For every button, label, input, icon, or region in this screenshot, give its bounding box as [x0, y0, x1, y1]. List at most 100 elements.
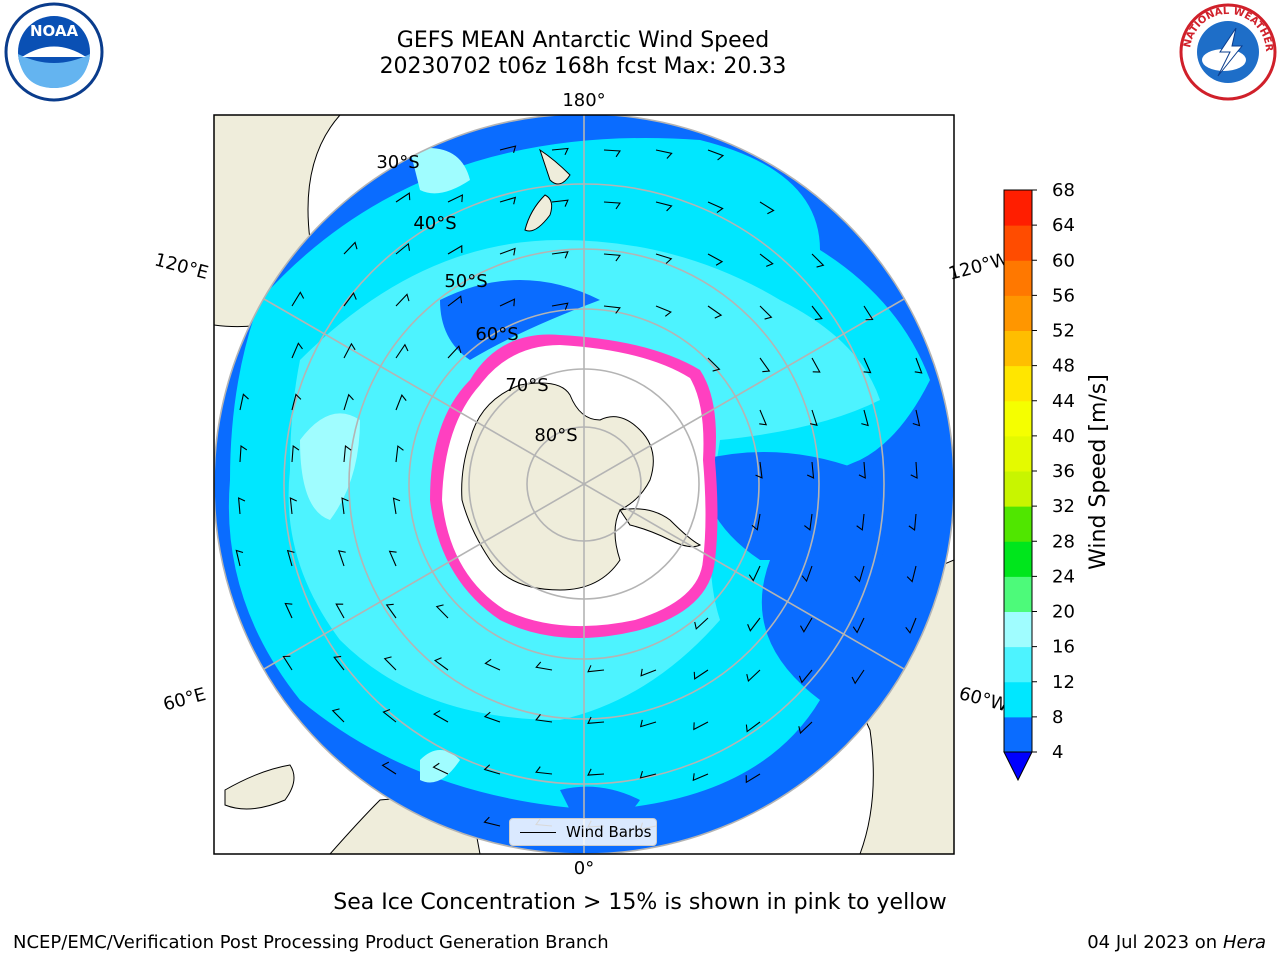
wind-barb [852, 617, 865, 634]
legend-label: Wind Barbs [566, 823, 652, 841]
wind-barb [759, 357, 771, 373]
wind-barb [707, 253, 724, 266]
wind-barb [856, 513, 865, 531]
wind-barb [587, 768, 605, 776]
lon-label-60e: 60°E [161, 684, 208, 715]
colorbar-tick-label: 68 [1052, 180, 1075, 201]
wind-barb [551, 147, 569, 156]
wind-barb [587, 665, 605, 673]
wind-barb [447, 194, 464, 203]
wind-barb [745, 721, 761, 733]
land-antarctica [461, 382, 654, 591]
wind-barb [811, 253, 825, 268]
wind-barb [747, 617, 761, 632]
lon-label-180: 180° [562, 90, 605, 111]
wind-barb [484, 658, 501, 671]
wind-barb [535, 661, 553, 671]
wind-barb [433, 657, 449, 671]
wind-barb [707, 357, 721, 372]
wind-barb [692, 773, 709, 782]
colorbar-tick-label: 40 [1052, 426, 1075, 447]
wind-barb [693, 721, 709, 731]
wind-barb [748, 565, 761, 582]
wind-barb [603, 253, 621, 262]
lat-label-60s: 60°S [475, 324, 518, 345]
wind-barb [799, 617, 813, 633]
wind-barb [906, 565, 917, 583]
wind-barb [806, 461, 815, 479]
wind-barb [535, 766, 553, 775]
colorbar-tick-label: 8 [1052, 707, 1063, 728]
map-frame [213, 114, 955, 855]
colorbar-segment [1004, 471, 1032, 507]
wind-barb [914, 357, 923, 374]
colorbar-tick-label: 44 [1052, 391, 1075, 412]
wind-barb [447, 345, 462, 359]
wind-barb [551, 199, 569, 207]
wind-barbs-legend: Wind Barbs [509, 818, 657, 846]
wind-barb [282, 655, 293, 671]
footer-date: 04 Jul 2023 on Hera [1087, 932, 1266, 953]
wind-barb [343, 342, 356, 359]
wind-barb [798, 669, 813, 684]
wind-barb [759, 253, 774, 267]
colorbar-segment [1004, 646, 1032, 683]
lon-label-120w: 120°W [946, 249, 1011, 285]
colorbar-segment [1004, 295, 1032, 331]
wind-barb [499, 247, 516, 256]
colorbar-segment [1004, 260, 1032, 296]
wind-barb [483, 764, 501, 775]
wind-barb [395, 445, 404, 463]
colorbar-segment [1004, 365, 1032, 402]
graticule [214, 115, 954, 854]
colorbar-tick-label: 52 [1052, 321, 1075, 342]
wind-barb [811, 305, 823, 321]
colorbar-segment [1004, 225, 1032, 261]
lon-label-60w: 60°W [957, 683, 1011, 716]
wind-barb [239, 393, 249, 411]
colorbar-segment [1004, 716, 1032, 753]
wind-barb [333, 655, 345, 671]
lat-label-80s: 80°S [534, 425, 577, 446]
lat-label-50s: 50°S [444, 271, 487, 292]
lon-label-120e: 120°E [152, 249, 210, 283]
wind-barb [392, 497, 401, 515]
wind-barb [499, 196, 517, 205]
wind-barb [863, 305, 874, 321]
lon-label-0: 0° [574, 858, 594, 879]
wind-barb [858, 461, 866, 479]
wind-barb [912, 409, 921, 427]
wind-barb [707, 149, 725, 161]
wind-barb [551, 302, 569, 310]
wind-barb [499, 145, 517, 153]
wind-barb [551, 251, 569, 259]
wind-barb [331, 708, 345, 723]
wind-barb [751, 513, 761, 531]
wind-barb [910, 461, 918, 479]
wind-barb [640, 668, 657, 677]
wind-barb [854, 565, 865, 583]
wind-barb [759, 409, 768, 426]
colorbar-segment [1004, 330, 1032, 367]
wind-barb [395, 394, 407, 411]
wind-barb [707, 201, 724, 213]
colorbar-tick-label: 64 [1052, 215, 1075, 236]
wind-barb [335, 603, 345, 619]
lat-label-30s: 30°S [376, 152, 419, 173]
land-new-zealand [524, 148, 571, 232]
national-weather-service-logo [1178, 2, 1278, 102]
wind-barb [861, 409, 869, 427]
colorbar-segment [1004, 190, 1032, 226]
wind-barb [286, 549, 295, 567]
wind-barb [863, 357, 872, 374]
wind-barb [447, 244, 463, 255]
wind-barb [811, 357, 821, 373]
wind-barb [385, 603, 397, 619]
colorbar-tick-label: 28 [1052, 531, 1075, 552]
noaa-logo [4, 2, 104, 102]
wind-barb [432, 762, 449, 775]
colorbar-tick-label: 60 [1052, 250, 1075, 271]
wind-barb [759, 201, 775, 215]
